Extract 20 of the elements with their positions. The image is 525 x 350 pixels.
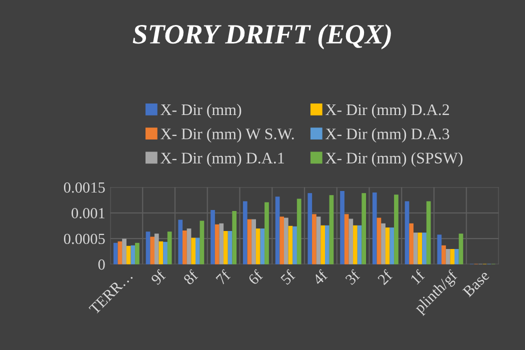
legend-label: X- Dir (mm) D.A.3	[326, 128, 450, 143]
x-tick-label: 5f	[280, 269, 296, 286]
legend-label: X- Dir (mm) D.A.2	[326, 104, 449, 118]
legend-label: X- Dir (mm) D.A.1	[160, 152, 284, 167]
legend-label: X- Dir (mm) W S.W.	[160, 128, 294, 143]
legend-label: X- Dir (mm) (SPSW)	[326, 152, 462, 167]
legend-label: X- Dir (mm)	[160, 104, 242, 118]
x-tick-label: 6f	[247, 269, 264, 286]
x-tick-label: 4f	[312, 269, 328, 286]
chart-title: STORY DRIFT (EQX)	[132, 24, 391, 50]
x-tick-label: Base	[462, 270, 490, 298]
y-tick-label: 0.001	[72, 208, 104, 218]
x-tick-label: 8f	[182, 269, 199, 286]
x-tick-label: 9f	[150, 269, 166, 286]
x-tick-label: 7f	[215, 269, 232, 285]
x-tick-label: 2f	[376, 269, 393, 286]
y-tick-label: 0	[98, 259, 105, 270]
y-tick-label: 0.0015	[64, 182, 105, 193]
y-tick-label: 0.0005	[64, 234, 105, 244]
x-tick-label: 3f	[344, 269, 361, 286]
